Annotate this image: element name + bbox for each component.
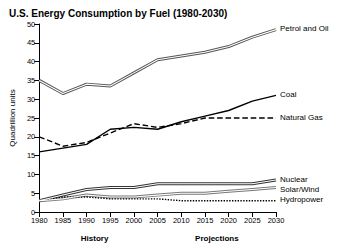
- svg-text:2030: 2030: [268, 216, 285, 225]
- svg-text:10: 10: [27, 170, 35, 179]
- svg-text:40: 40: [27, 57, 35, 66]
- svg-text:2010: 2010: [173, 216, 190, 225]
- svg-text:Coal: Coal: [280, 90, 297, 99]
- svg-text:45: 45: [27, 38, 35, 47]
- svg-text:Natural Gas: Natural Gas: [280, 113, 323, 122]
- svg-text:35: 35: [27, 76, 35, 85]
- svg-text:Projections: Projections: [195, 234, 239, 243]
- svg-text:30: 30: [27, 95, 35, 104]
- svg-text:1990: 1990: [78, 216, 95, 225]
- svg-text:15: 15: [27, 151, 35, 160]
- svg-text:25: 25: [27, 114, 35, 123]
- svg-text:1995: 1995: [102, 216, 119, 225]
- svg-text:U.S. Energy Consumption by Fue: U.S. Energy Consumption by Fuel (1980-20…: [9, 8, 227, 19]
- svg-text:2000: 2000: [126, 216, 143, 225]
- svg-text:50: 50: [27, 20, 35, 29]
- svg-text:2005: 2005: [149, 216, 166, 225]
- svg-text:Nuclear: Nuclear: [280, 175, 308, 184]
- svg-text:5: 5: [31, 189, 35, 198]
- svg-text:1980: 1980: [31, 216, 48, 225]
- svg-text:Hydropower: Hydropower: [280, 195, 323, 204]
- svg-text:Quadrillion units: Quadrillion units: [8, 89, 17, 146]
- svg-text:Petrol and Oil: Petrol and Oil: [280, 24, 329, 33]
- svg-text:20: 20: [27, 132, 35, 141]
- svg-text:0: 0: [31, 207, 36, 217]
- svg-text:2020: 2020: [220, 216, 237, 225]
- svg-text:Solar/Wind: Solar/Wind: [280, 185, 319, 194]
- svg-text:1985: 1985: [55, 216, 72, 225]
- svg-text:History: History: [81, 234, 109, 243]
- svg-text:2025: 2025: [244, 216, 261, 225]
- svg-text:2015: 2015: [197, 216, 214, 225]
